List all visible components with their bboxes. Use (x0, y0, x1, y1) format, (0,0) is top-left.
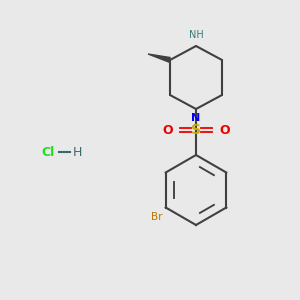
Text: Br: Br (151, 212, 163, 223)
Text: H: H (72, 146, 82, 158)
Text: O: O (219, 124, 230, 136)
Text: NH: NH (189, 30, 203, 40)
Text: N: N (191, 113, 201, 123)
Text: O: O (162, 124, 173, 136)
Polygon shape (148, 54, 170, 62)
Text: Cl: Cl (41, 146, 55, 158)
Text: S: S (191, 123, 201, 137)
